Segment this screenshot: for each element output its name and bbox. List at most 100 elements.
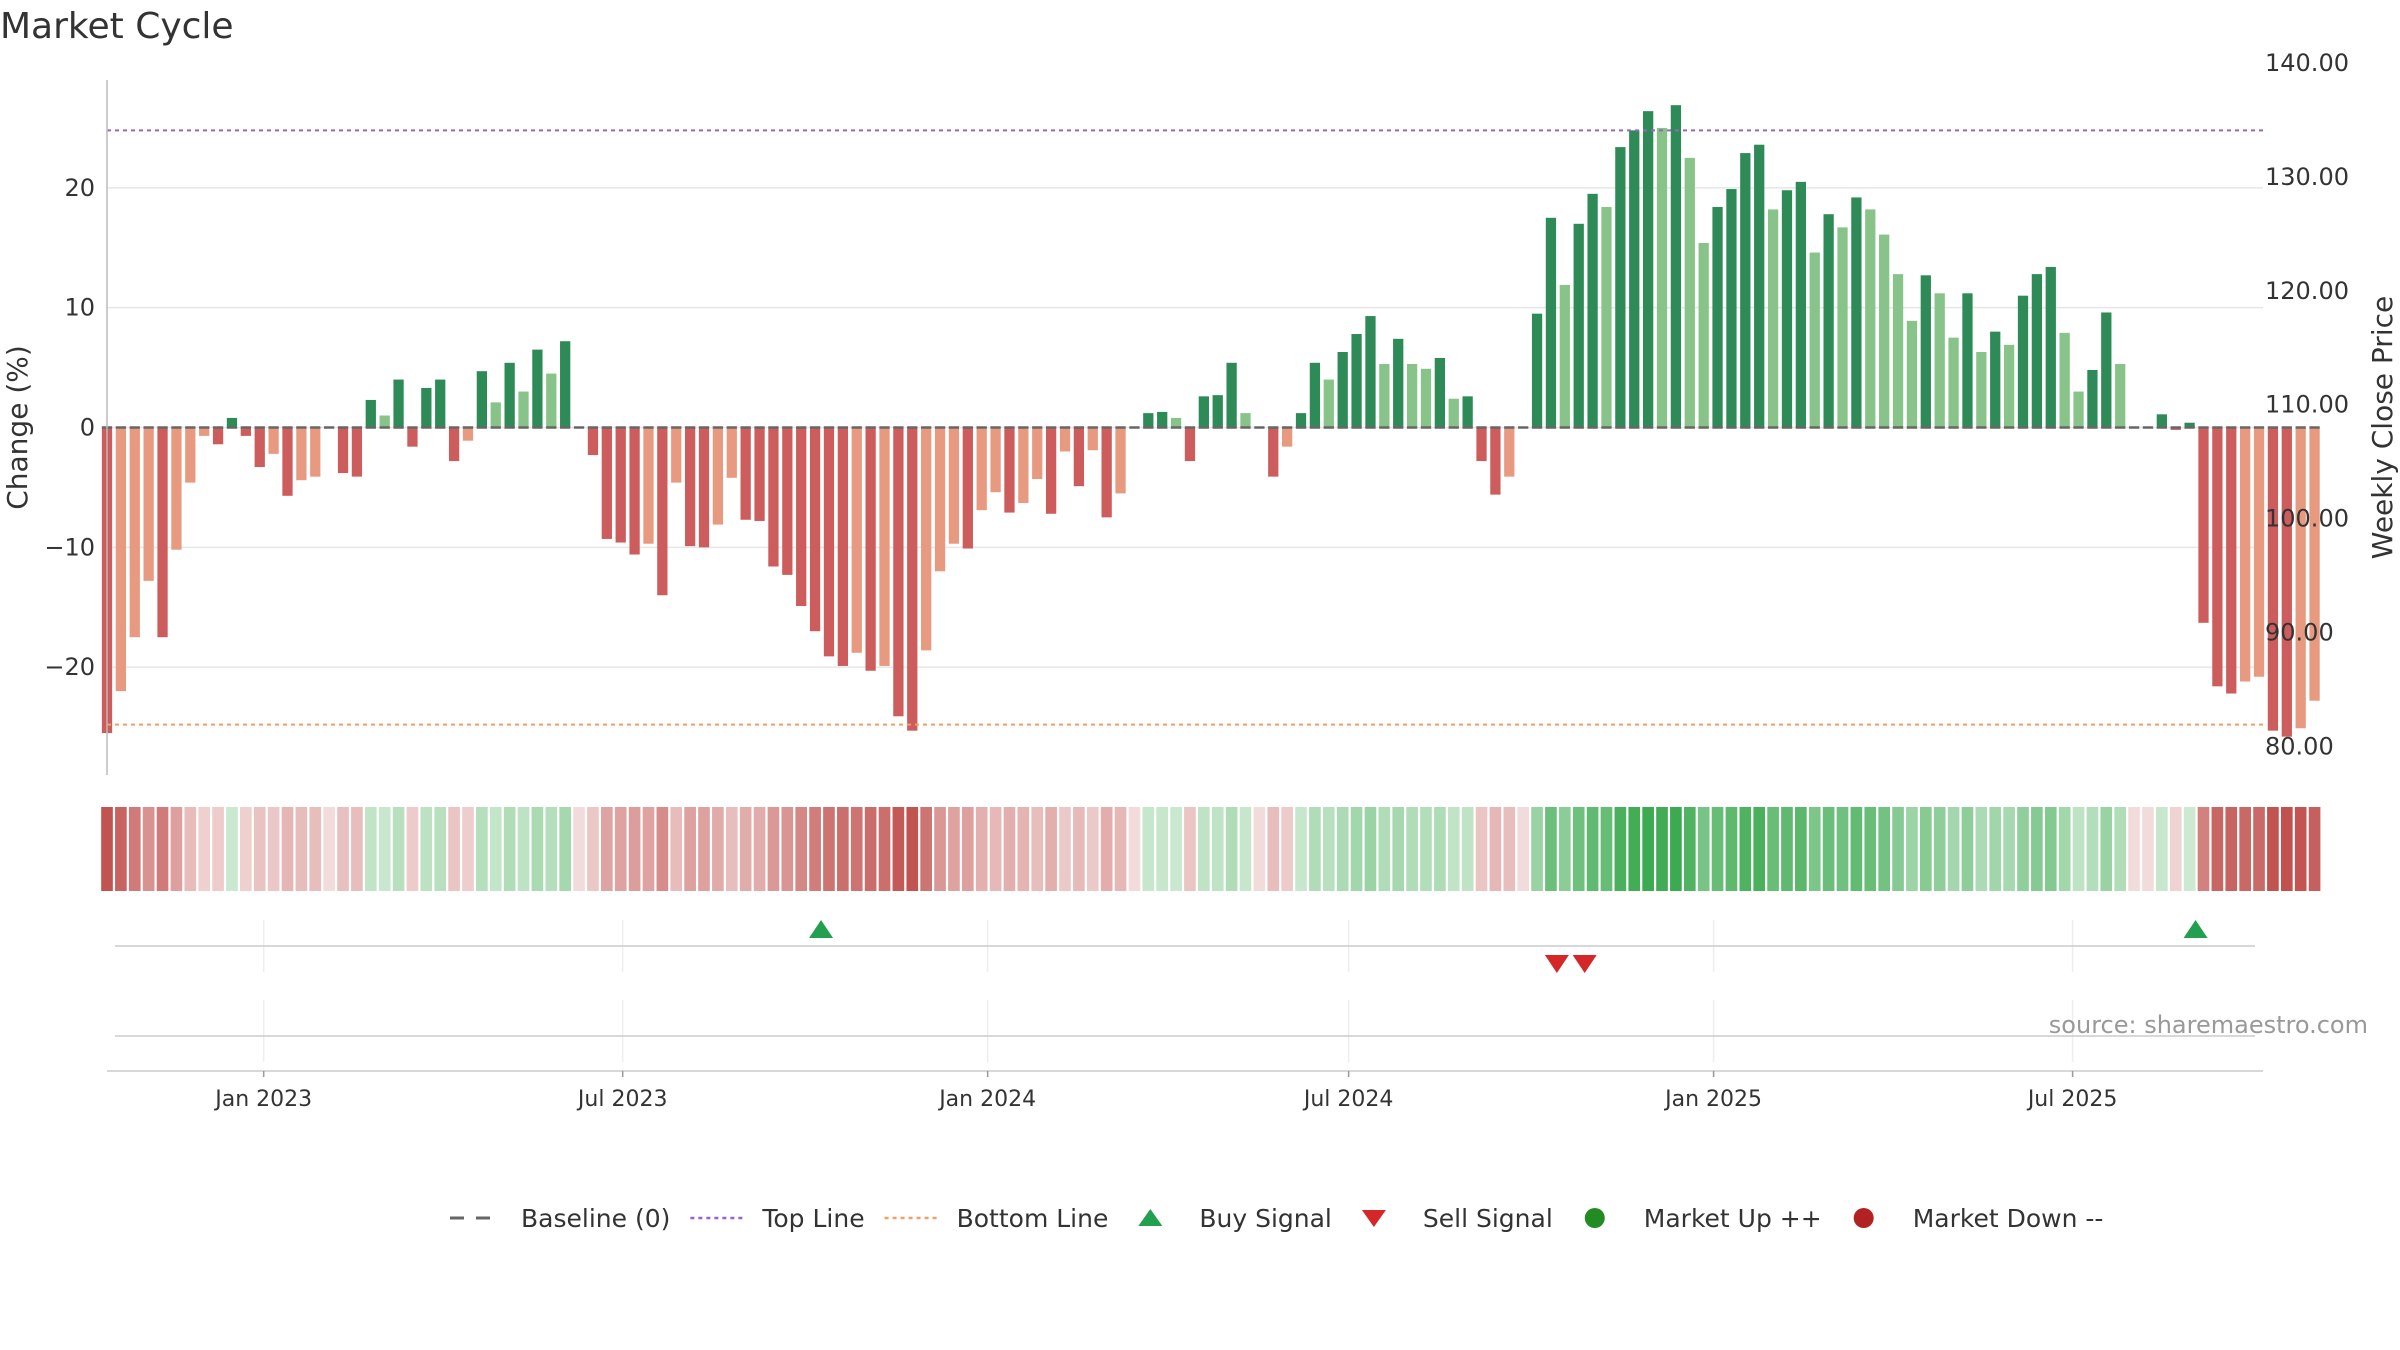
change-bar	[976, 427, 987, 511]
regime-cell	[1003, 807, 1016, 891]
y2-tick-label: 140.00	[2265, 49, 2349, 77]
regime-cell	[101, 807, 113, 891]
regime-cell	[2267, 807, 2279, 891]
change-bar	[1073, 427, 1085, 487]
change-bar	[1767, 209, 1779, 428]
y2-tick-label: 100.00	[2265, 505, 2349, 533]
change-bar	[226, 417, 238, 428]
regime-cell	[2072, 807, 2085, 891]
regime-cell	[142, 807, 155, 891]
regime-cell	[503, 807, 516, 891]
change-bar	[1365, 316, 1376, 428]
change-bar	[1642, 111, 1654, 428]
change-bar	[1545, 217, 1557, 428]
regime-cell	[1531, 807, 1543, 891]
change-bar	[518, 391, 529, 428]
legend-item-buy: Buy Signal	[1138, 1204, 1332, 1233]
regime-cell	[1545, 807, 1557, 891]
regime-cell	[2169, 807, 2182, 891]
change-bar	[1656, 127, 1668, 428]
change-bar	[1531, 313, 1543, 428]
regime-cell	[2044, 807, 2057, 891]
regime-cell	[2183, 807, 2196, 891]
change-bar	[2156, 414, 2167, 428]
change-bar	[1948, 337, 1959, 428]
change-bar	[1754, 144, 1765, 428]
change-bar	[1962, 293, 1973, 428]
legend-item-bottom: Bottom Line	[884, 1204, 1108, 1233]
change-bar	[1615, 147, 1626, 428]
change-bar	[1351, 334, 1362, 428]
legend-item-down: Market Down --	[1853, 1204, 2104, 1233]
down-legend-icon	[1853, 1208, 1874, 1228]
regime-cell	[337, 807, 349, 891]
change-bar	[1587, 193, 1598, 428]
regime-cell	[1322, 807, 1335, 891]
change-bar	[809, 427, 821, 632]
change-bar	[1920, 275, 1931, 428]
regime-cell	[795, 807, 808, 891]
change-bar	[240, 427, 251, 436]
regime-cell	[281, 807, 294, 891]
regime-cell	[753, 807, 766, 891]
change-bar	[2281, 427, 2292, 737]
regime-cell	[2003, 807, 2015, 891]
regime-cell	[184, 807, 197, 891]
regime-cell	[1739, 807, 1752, 891]
regime-cell	[1309, 807, 1321, 891]
regime-cell	[170, 807, 183, 891]
regime-cell	[545, 807, 558, 891]
regime-cell	[1295, 807, 1307, 891]
change-bar	[1990, 331, 2001, 428]
change-bar	[1170, 417, 1182, 428]
change-bar	[1851, 197, 1862, 428]
change-bar	[2059, 332, 2070, 428]
regime-cell	[128, 807, 141, 891]
change-bar	[796, 427, 807, 607]
change-bar	[337, 427, 349, 474]
regime-cell	[309, 807, 322, 891]
change-bar	[1309, 362, 1321, 428]
regime-cell	[1892, 807, 1904, 891]
regime-cell	[559, 807, 572, 891]
change-bar	[1504, 427, 1515, 477]
regime-cell	[2211, 807, 2224, 891]
x-tick-label: Jan 2023	[213, 1087, 312, 1112]
regime-cell	[1281, 807, 1293, 891]
regime-cell	[2114, 807, 2127, 891]
change-bar	[1198, 396, 1209, 428]
change-bar	[365, 399, 376, 428]
change-bar	[1976, 352, 1987, 428]
change-bar	[504, 362, 515, 428]
change-bar	[865, 427, 876, 671]
change-bar	[2003, 344, 2015, 428]
change-bar	[1226, 362, 1237, 428]
change-bar	[1795, 181, 1806, 428]
regime-cell	[670, 807, 683, 891]
regime-cell	[2086, 807, 2099, 891]
regime-cell	[1517, 807, 1530, 891]
legend-item-baseline: Baseline (0)	[450, 1204, 670, 1233]
y-tick-label: 0	[80, 414, 95, 442]
change-bar	[754, 427, 765, 521]
change-bar	[1212, 395, 1223, 428]
regime-cell	[573, 807, 585, 891]
regime-cell	[1475, 807, 1488, 891]
regime-cell	[1656, 807, 1668, 891]
change-bar	[2031, 274, 2043, 428]
change-bar	[1282, 427, 1293, 447]
change-bar	[1379, 363, 1390, 428]
change-bar	[907, 427, 918, 731]
regime-strip	[101, 807, 2321, 891]
regime-cell	[378, 807, 391, 891]
legend-label: Market Down --	[1913, 1204, 2104, 1233]
change-bar	[2184, 422, 2195, 428]
change-bar	[2267, 427, 2279, 731]
change-bar	[254, 427, 265, 468]
regime-cell	[656, 807, 669, 891]
regime-cell	[1142, 807, 1155, 891]
change-bar	[1781, 190, 1793, 428]
change-bar	[2295, 427, 2306, 729]
regime-cell	[1642, 807, 1654, 891]
change-bar	[1268, 427, 1279, 477]
